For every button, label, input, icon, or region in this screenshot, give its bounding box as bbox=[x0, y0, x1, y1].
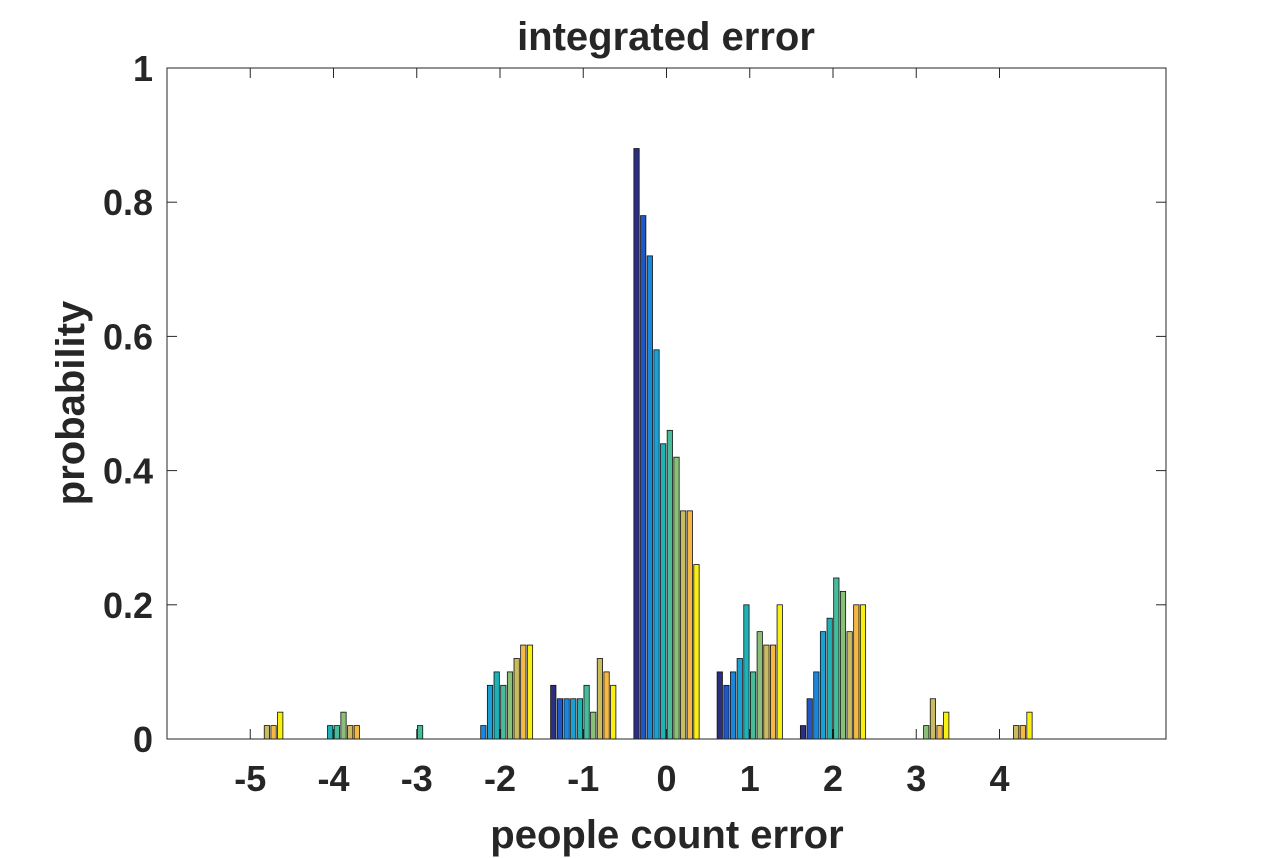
bar--1-series-8 bbox=[596, 658, 603, 740]
bar-2-series-7 bbox=[839, 590, 847, 740]
x-tick-label-3: 3 bbox=[906, 758, 926, 799]
bar-2-series-9 bbox=[853, 604, 860, 740]
bar-1-series-3 bbox=[730, 671, 737, 740]
x-axis-label: people count error bbox=[490, 813, 843, 857]
bar-4-series-9 bbox=[1019, 725, 1026, 740]
x-tick-label--4: -4 bbox=[317, 758, 349, 799]
bar-0-series-8 bbox=[680, 510, 687, 740]
bar-2-series-4 bbox=[819, 631, 827, 740]
bar-3-series-8 bbox=[929, 698, 936, 740]
chart-title: integrated error bbox=[517, 15, 815, 59]
y-tick-label-0.8: 0.8 bbox=[103, 182, 153, 223]
bar-4-series-10 bbox=[1026, 711, 1033, 740]
bar--4-series-9 bbox=[353, 725, 360, 740]
y-tick-label-0.6: 0.6 bbox=[103, 316, 153, 357]
bar-1-series-1 bbox=[716, 671, 723, 740]
bar--1-series-7 bbox=[590, 711, 597, 740]
bar--5-series-8 bbox=[263, 725, 270, 740]
bar--2-series-5 bbox=[493, 671, 500, 740]
bar-3-series-7 bbox=[923, 725, 930, 740]
bar--1-series-9 bbox=[603, 671, 610, 740]
y-axis: 0 0.2 0.4 0.6 0.8 1 bbox=[103, 48, 1166, 760]
bar--1-series-3 bbox=[563, 698, 570, 740]
bar-1-series-7 bbox=[756, 631, 763, 740]
bar--2-series-9 bbox=[520, 644, 527, 740]
bar-1-series-2 bbox=[723, 684, 730, 740]
bar--2-series-8 bbox=[513, 658, 520, 740]
bar--2-series-3 bbox=[480, 725, 487, 740]
y-tick-label-0.2: 0.2 bbox=[103, 585, 153, 626]
bar-0-series-5 bbox=[660, 443, 667, 740]
bar--1-series-2 bbox=[556, 698, 564, 740]
x-tick-label--2: -2 bbox=[484, 758, 516, 799]
bar--1-series-5 bbox=[576, 698, 583, 740]
bar--4-series-8 bbox=[347, 725, 354, 740]
bar--2-series-6 bbox=[500, 684, 507, 740]
bar-2-series-1 bbox=[799, 725, 807, 740]
bar-4-series-8 bbox=[1013, 725, 1020, 740]
bar-3-series-10 bbox=[943, 711, 950, 740]
bar--5-series-10 bbox=[277, 711, 284, 740]
x-tick-label-1: 1 bbox=[740, 758, 760, 799]
bar-1-series-9 bbox=[770, 644, 777, 740]
bar--4-series-7 bbox=[340, 711, 347, 740]
bar-1-series-6 bbox=[750, 671, 757, 740]
bar-1-series-4 bbox=[736, 658, 743, 740]
bar-2-series-5 bbox=[826, 617, 833, 740]
y-tick-label-1: 1 bbox=[133, 48, 153, 89]
bar--1-series-1 bbox=[550, 684, 557, 740]
x-tick-label-4: 4 bbox=[989, 758, 1009, 799]
bar-2-series-10 bbox=[859, 604, 867, 740]
x-tick-label--5: -5 bbox=[234, 758, 266, 799]
bar-0-series-2 bbox=[640, 215, 647, 740]
bar-1-series-5 bbox=[743, 604, 750, 740]
y-axis-label: probability bbox=[49, 300, 93, 505]
bar--1-series-10 bbox=[610, 684, 617, 740]
bar-0-series-7 bbox=[673, 456, 680, 740]
bar--5-series-9 bbox=[270, 725, 277, 740]
bar-1-series-8 bbox=[763, 644, 770, 740]
bar--2-series-7 bbox=[506, 671, 514, 740]
bar-2-series-6 bbox=[833, 577, 840, 740]
bar--3-series-6 bbox=[417, 725, 424, 740]
x-tick-label-2: 2 bbox=[823, 758, 843, 799]
bar-1-series-10 bbox=[776, 604, 783, 740]
bar-3-series-9 bbox=[936, 725, 943, 740]
bar-0-series-3 bbox=[646, 255, 653, 740]
bar-2-series-2 bbox=[806, 698, 813, 740]
bar-0-series-6 bbox=[666, 429, 673, 740]
bar--2-series-10 bbox=[526, 644, 534, 740]
x-tick-label--1: -1 bbox=[567, 758, 599, 799]
bar--2-series-4 bbox=[486, 684, 494, 740]
plot-area-frame bbox=[166, 67, 1167, 740]
bar--1-series-4 bbox=[570, 698, 577, 740]
bar--1-series-6 bbox=[583, 684, 590, 740]
y-tick-label-0: 0 bbox=[133, 719, 153, 760]
x-tick-label-0: 0 bbox=[656, 758, 676, 799]
bar-0-series-4 bbox=[653, 349, 660, 740]
bars-group bbox=[263, 148, 1033, 740]
bar--4-series-6 bbox=[333, 725, 340, 740]
bar-0-series-10 bbox=[693, 564, 700, 740]
y-tick-label-0.4: 0.4 bbox=[103, 451, 153, 492]
bar-0-series-1 bbox=[633, 148, 640, 740]
bar-2-series-8 bbox=[846, 631, 853, 740]
x-tick-label--3: -3 bbox=[401, 758, 433, 799]
bar--4-series-5 bbox=[327, 725, 334, 740]
bar-2-series-3 bbox=[813, 671, 820, 740]
x-axis: -5 -4 -3 -2 -1 0 1 2 3 4 bbox=[234, 68, 1010, 799]
bar-0-series-9 bbox=[686, 510, 693, 740]
